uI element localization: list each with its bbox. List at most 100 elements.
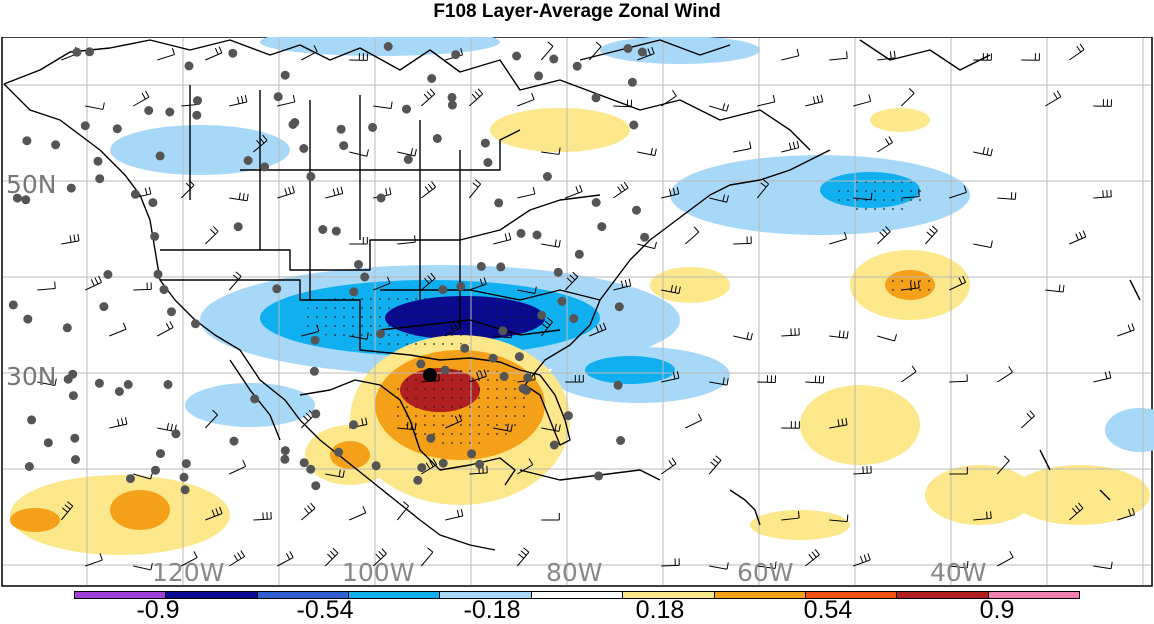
station-dot	[63, 323, 72, 332]
station-dot	[23, 315, 32, 324]
station-dot	[306, 172, 315, 181]
station-dot	[64, 375, 73, 384]
station-dot	[416, 359, 425, 368]
colorbar-tick-label: -0.18	[464, 598, 521, 623]
station-dot	[27, 415, 36, 424]
station-dot	[310, 367, 319, 376]
station-dot	[281, 71, 290, 80]
station-dot	[628, 78, 637, 87]
station-dot	[311, 481, 320, 490]
station-dot	[181, 485, 190, 494]
station-dot	[467, 449, 476, 458]
colorbar	[74, 591, 1080, 599]
anomaly-region	[925, 465, 1035, 525]
station-dot	[306, 465, 315, 474]
station-dot	[569, 314, 578, 323]
station-dot	[71, 455, 80, 464]
station-dot	[372, 461, 381, 470]
station-dot	[489, 354, 498, 363]
station-dot	[182, 459, 191, 468]
colorbar-tick-label: -0.54	[297, 598, 354, 623]
lon-label-40w: 40W	[930, 560, 987, 585]
station-dot	[234, 222, 243, 231]
station-dot	[334, 448, 343, 457]
station-dot	[337, 125, 346, 134]
station-dot	[517, 229, 526, 238]
colorbar-segment	[897, 592, 988, 598]
significance-stipple	[390, 365, 530, 445]
station-dot	[564, 411, 573, 420]
station-dot	[433, 134, 442, 143]
station-dot	[512, 52, 521, 61]
station-dot	[192, 111, 201, 120]
station-dot	[456, 282, 465, 291]
station-dot	[171, 429, 180, 438]
station-dot	[349, 287, 358, 296]
anomaly-region	[800, 385, 920, 465]
station-dot	[81, 121, 90, 130]
station-dot	[439, 459, 448, 468]
station-dot	[193, 96, 202, 105]
station-dot	[44, 438, 53, 447]
station-dot	[70, 434, 79, 443]
station-dot	[281, 446, 290, 455]
station-dot	[624, 44, 633, 53]
station-dot	[427, 74, 436, 83]
station-dot	[131, 190, 140, 199]
station-dot	[377, 194, 386, 203]
map-panel	[0, 37, 1154, 588]
anomaly-region	[490, 108, 630, 152]
station-dot	[51, 140, 60, 149]
station-dot	[475, 460, 484, 469]
station-dot	[575, 250, 584, 259]
station-dot	[629, 121, 638, 130]
station-dot	[299, 144, 308, 153]
selected-station-marker	[423, 368, 437, 382]
station-dot	[498, 326, 507, 335]
station-dot	[126, 474, 135, 483]
station-dot	[25, 462, 34, 471]
station-dot	[160, 285, 169, 294]
station-dot	[404, 155, 413, 164]
colorbar-tick-label: 0.9	[980, 598, 1015, 623]
station-dot	[573, 62, 582, 71]
station-dot	[349, 420, 358, 429]
station-dot	[554, 268, 563, 277]
station-dot	[413, 476, 422, 485]
station-dot	[384, 42, 393, 51]
station-dot	[124, 380, 133, 389]
station-dot	[533, 231, 542, 240]
station-dot	[154, 270, 163, 279]
station-dot	[99, 302, 108, 311]
station-dot	[332, 227, 341, 236]
station-dot	[614, 381, 623, 390]
station-dot	[95, 379, 104, 388]
station-dot	[185, 61, 194, 70]
station-dot	[103, 270, 112, 279]
station-dot	[191, 319, 200, 328]
anomaly-region	[10, 508, 60, 532]
station-dot	[250, 394, 259, 403]
station-dot	[260, 162, 269, 171]
station-dot	[67, 184, 76, 193]
station-dot	[534, 71, 543, 80]
station-dot	[230, 437, 239, 446]
anomaly-region	[650, 267, 730, 303]
colorbar-segment	[532, 592, 623, 598]
station-dot	[144, 106, 153, 115]
station-dot	[272, 284, 281, 293]
lat-label-30n: 30N	[6, 364, 57, 389]
colorbar-segment	[166, 592, 257, 598]
station-dot	[557, 297, 566, 306]
station-dot	[441, 366, 450, 375]
station-dot	[523, 373, 532, 382]
station-dot	[550, 441, 559, 450]
station-dot	[150, 232, 159, 241]
station-dot	[481, 139, 490, 148]
colorbar-tick-label: 0.54	[804, 598, 853, 623]
station-dot	[9, 300, 18, 309]
station-dot	[592, 93, 601, 102]
station-dot	[594, 471, 603, 480]
station-dot	[311, 409, 320, 418]
station-dot	[95, 174, 104, 183]
